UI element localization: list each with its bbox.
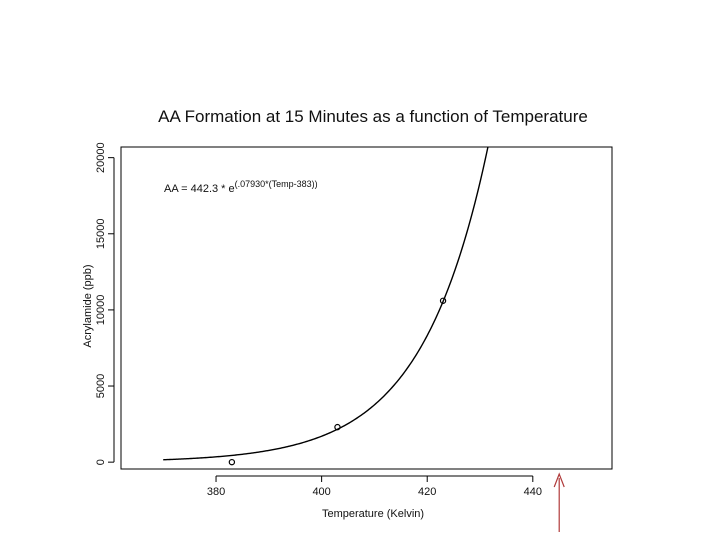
fit-curve-layer bbox=[163, 146, 489, 461]
y-tick-label: 5000 bbox=[95, 374, 107, 398]
annotation-arrow bbox=[553, 472, 565, 532]
x-tick-label: 380 bbox=[207, 486, 225, 498]
data-point bbox=[334, 423, 341, 431]
x-axis-title: Temperature (Kelvin) bbox=[322, 508, 424, 520]
arrow-head bbox=[553, 472, 565, 488]
y-tick-label: 20000 bbox=[95, 142, 107, 173]
y-tick-label: 15000 bbox=[95, 218, 107, 249]
fit-equation-prefix: AA = 442.3 * e bbox=[164, 183, 235, 195]
x-tick-label: 400 bbox=[312, 486, 330, 498]
chart-title: AA Formation at 15 Minutes as a function… bbox=[158, 107, 588, 126]
x-axis: 380 400 420 440 bbox=[207, 475, 542, 498]
fit-equation: AA = 442.3 * e(.07930*(Temp-383)) bbox=[164, 179, 318, 195]
data-point bbox=[228, 458, 236, 466]
x-tick-label: 440 bbox=[524, 486, 542, 498]
y-tick-label: 10000 bbox=[95, 295, 107, 326]
y-axis-title: Acrylamide (ppb) bbox=[82, 264, 94, 347]
y-tick-label: 0 bbox=[95, 459, 107, 465]
fit-curve bbox=[163, 146, 489, 461]
plot-frame bbox=[120, 146, 613, 470]
fit-equation-exponent: (.07930*(Temp-383)) bbox=[235, 179, 318, 189]
data-point bbox=[439, 297, 447, 304]
y-axis: 0 5000 10000 15000 20000 bbox=[95, 142, 115, 465]
x-tick-label: 420 bbox=[418, 486, 436, 498]
data-points-layer bbox=[228, 297, 447, 466]
